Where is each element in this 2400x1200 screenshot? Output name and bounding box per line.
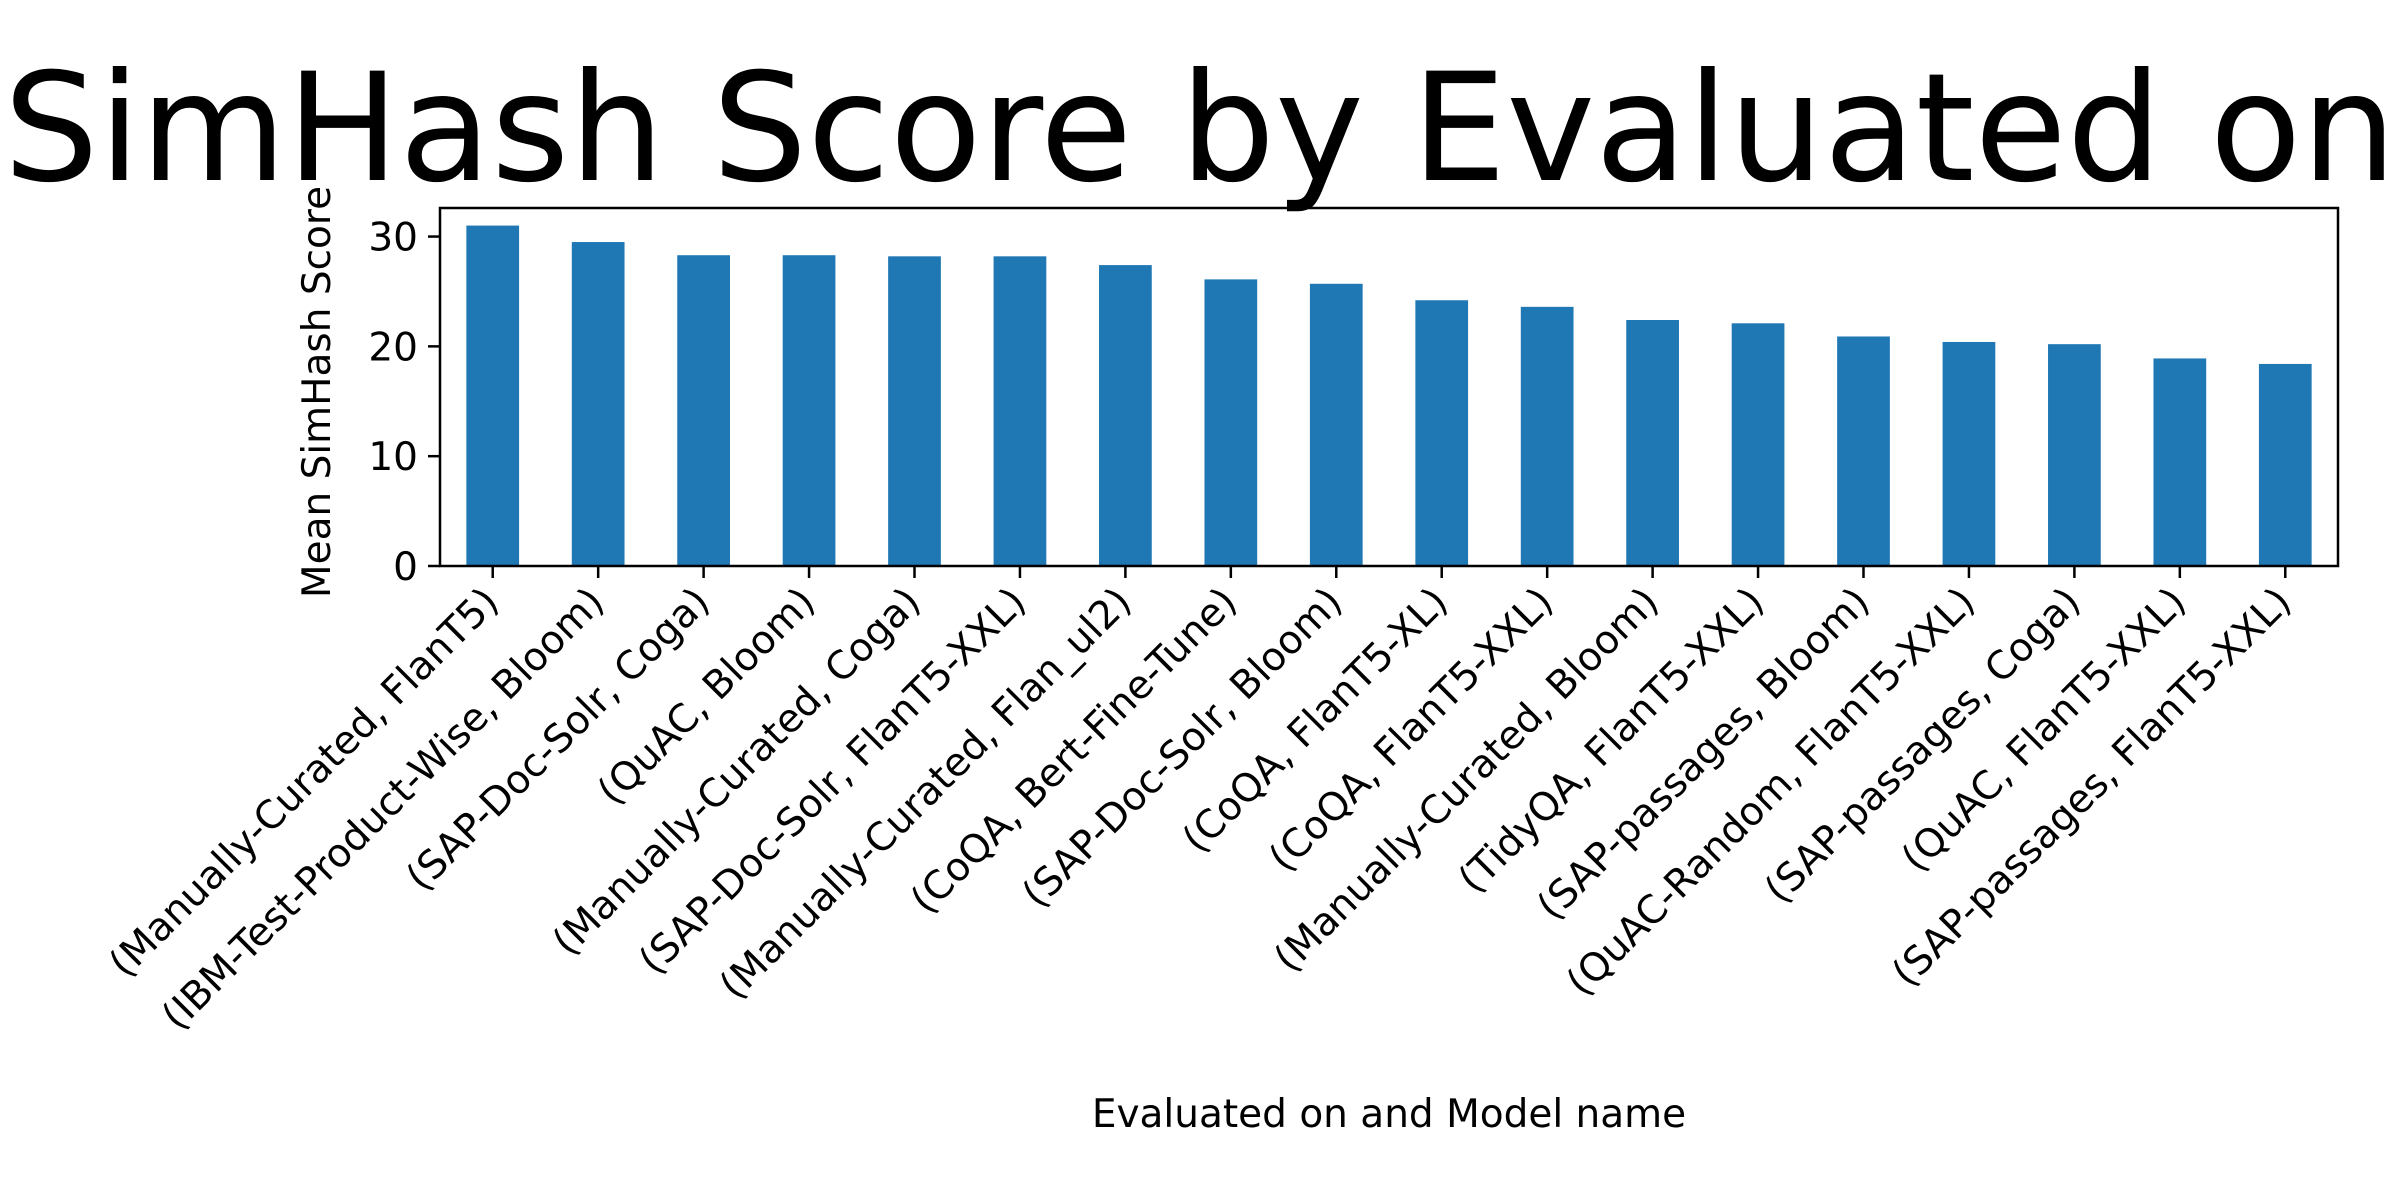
bar-11	[1520, 306, 1574, 566]
y-axis-label: Mean SimHash Score	[295, 186, 340, 598]
bar-15	[1942, 341, 1996, 566]
bar-12	[1626, 320, 1679, 566]
x-axis-label: Evaluated on and Model name	[1092, 1092, 1686, 1137]
x-tick-label: (IBM-Test-Product-Wise, Bloom)	[153, 579, 613, 1039]
x-tick-label: (Manually-Curated, Bloom)	[1266, 579, 1668, 981]
y-tick-label: 30	[368, 216, 418, 261]
bar-14	[1837, 336, 1890, 566]
y-tick-label: 10	[368, 435, 418, 480]
y-tick-label: 20	[368, 325, 418, 370]
x-tick-label: (SAP-Doc-Solr, FlanT5-XXL)	[631, 579, 1035, 983]
y-tick-label: 0	[393, 545, 418, 590]
bar-7	[1099, 265, 1152, 566]
bar-16	[2048, 344, 2101, 566]
bar-5	[888, 256, 941, 566]
bar-17	[2153, 358, 2207, 566]
bar-6	[993, 256, 1047, 566]
y-axis-ticks: 0 10 20 30	[368, 216, 440, 590]
bars-group	[466, 225, 2312, 566]
bar-4	[782, 255, 836, 566]
plot-area-frame	[438, 206, 2340, 568]
bar-2	[571, 242, 625, 566]
bar-8	[1204, 279, 1258, 566]
bar-18	[2258, 363, 2312, 566]
bar-13	[1731, 323, 1785, 566]
chart-title: SimHash Score by Evaluated on	[3, 42, 2396, 216]
x-tick-label: (Manually-Curated, FlanT5)	[101, 579, 508, 986]
bar-1	[466, 225, 520, 566]
bar-10	[1415, 300, 1469, 566]
bar-3	[677, 255, 730, 566]
bar-9	[1309, 283, 1363, 566]
x-axis-ticks: (Manually-Curated, FlanT5)(IBM-Test-Prod…	[101, 566, 2300, 1039]
